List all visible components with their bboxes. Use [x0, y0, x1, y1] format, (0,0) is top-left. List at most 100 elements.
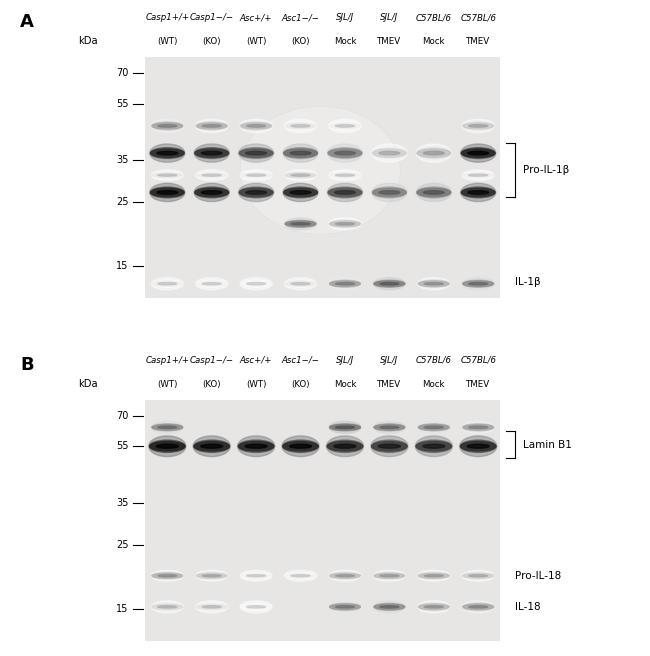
Ellipse shape: [285, 170, 317, 180]
Ellipse shape: [196, 573, 227, 578]
Ellipse shape: [150, 441, 185, 451]
Ellipse shape: [335, 283, 354, 285]
Ellipse shape: [328, 187, 362, 198]
Text: TMEV: TMEV: [466, 37, 490, 46]
Ellipse shape: [379, 152, 400, 155]
Ellipse shape: [285, 218, 317, 230]
Ellipse shape: [372, 187, 406, 198]
Ellipse shape: [462, 601, 494, 613]
Text: C57BL/6: C57BL/6: [416, 13, 452, 22]
Text: (KO): (KO): [291, 380, 310, 388]
Ellipse shape: [245, 444, 267, 448]
Ellipse shape: [152, 424, 183, 431]
Ellipse shape: [330, 173, 360, 178]
Text: Casp1−/−: Casp1−/−: [190, 356, 234, 365]
Text: Pro-IL-18: Pro-IL-18: [515, 571, 562, 581]
Ellipse shape: [424, 283, 443, 285]
Ellipse shape: [335, 125, 354, 127]
Ellipse shape: [370, 436, 408, 457]
Ellipse shape: [285, 277, 317, 290]
Ellipse shape: [463, 172, 493, 178]
Ellipse shape: [372, 188, 406, 197]
Ellipse shape: [469, 426, 488, 428]
Text: Casp1−/−: Casp1−/−: [190, 13, 234, 22]
Ellipse shape: [327, 440, 363, 453]
Ellipse shape: [372, 183, 407, 201]
Ellipse shape: [469, 575, 488, 577]
Ellipse shape: [150, 144, 185, 162]
Ellipse shape: [196, 172, 227, 178]
Text: Asc+/+: Asc+/+: [240, 13, 272, 22]
Ellipse shape: [469, 283, 488, 285]
Text: 25: 25: [116, 540, 129, 550]
Ellipse shape: [158, 426, 177, 428]
Ellipse shape: [374, 604, 405, 609]
Ellipse shape: [151, 277, 183, 290]
Ellipse shape: [462, 277, 494, 290]
Ellipse shape: [241, 123, 272, 129]
Ellipse shape: [329, 570, 361, 581]
Ellipse shape: [202, 575, 221, 577]
Ellipse shape: [282, 436, 319, 457]
Ellipse shape: [330, 424, 360, 430]
Text: (KO): (KO): [291, 37, 310, 46]
Ellipse shape: [380, 283, 399, 285]
Ellipse shape: [468, 191, 489, 194]
Ellipse shape: [330, 220, 360, 228]
Ellipse shape: [152, 122, 183, 130]
Text: (KO): (KO): [202, 37, 221, 46]
Ellipse shape: [330, 221, 360, 226]
Ellipse shape: [240, 119, 272, 133]
Ellipse shape: [152, 573, 183, 578]
Ellipse shape: [374, 573, 405, 579]
Text: SJL/J: SJL/J: [336, 356, 354, 365]
Ellipse shape: [374, 604, 405, 611]
Ellipse shape: [417, 149, 450, 157]
Ellipse shape: [373, 277, 406, 290]
Ellipse shape: [460, 436, 497, 457]
Ellipse shape: [151, 119, 183, 133]
Ellipse shape: [380, 575, 399, 577]
Ellipse shape: [152, 173, 183, 178]
Ellipse shape: [419, 573, 449, 578]
Text: (WT): (WT): [157, 37, 177, 46]
Text: Mock: Mock: [333, 37, 356, 46]
Ellipse shape: [194, 144, 229, 162]
Ellipse shape: [419, 604, 449, 611]
Text: 15: 15: [116, 261, 129, 271]
Ellipse shape: [149, 436, 186, 457]
Ellipse shape: [290, 152, 311, 155]
Ellipse shape: [152, 281, 183, 287]
Ellipse shape: [462, 187, 495, 198]
Ellipse shape: [241, 573, 272, 579]
Ellipse shape: [380, 426, 399, 428]
Ellipse shape: [246, 191, 266, 194]
Ellipse shape: [196, 173, 227, 178]
Ellipse shape: [378, 444, 400, 448]
Text: SJL/J: SJL/J: [380, 356, 398, 365]
Ellipse shape: [284, 148, 317, 159]
Ellipse shape: [329, 421, 361, 434]
Ellipse shape: [202, 174, 221, 176]
Ellipse shape: [151, 187, 184, 198]
Ellipse shape: [241, 281, 272, 287]
Ellipse shape: [193, 436, 230, 457]
Ellipse shape: [374, 281, 405, 287]
Ellipse shape: [241, 172, 272, 178]
Ellipse shape: [284, 188, 317, 197]
Ellipse shape: [335, 222, 354, 225]
Ellipse shape: [417, 188, 450, 197]
Ellipse shape: [158, 575, 177, 577]
Ellipse shape: [290, 191, 311, 194]
Ellipse shape: [152, 604, 183, 609]
Ellipse shape: [463, 424, 493, 430]
Text: kDa: kDa: [78, 36, 98, 46]
Ellipse shape: [462, 149, 495, 157]
Ellipse shape: [419, 280, 449, 287]
Ellipse shape: [202, 152, 222, 155]
Ellipse shape: [291, 125, 310, 127]
Ellipse shape: [461, 144, 496, 162]
Ellipse shape: [241, 122, 272, 130]
Ellipse shape: [240, 570, 272, 581]
Ellipse shape: [330, 604, 360, 611]
